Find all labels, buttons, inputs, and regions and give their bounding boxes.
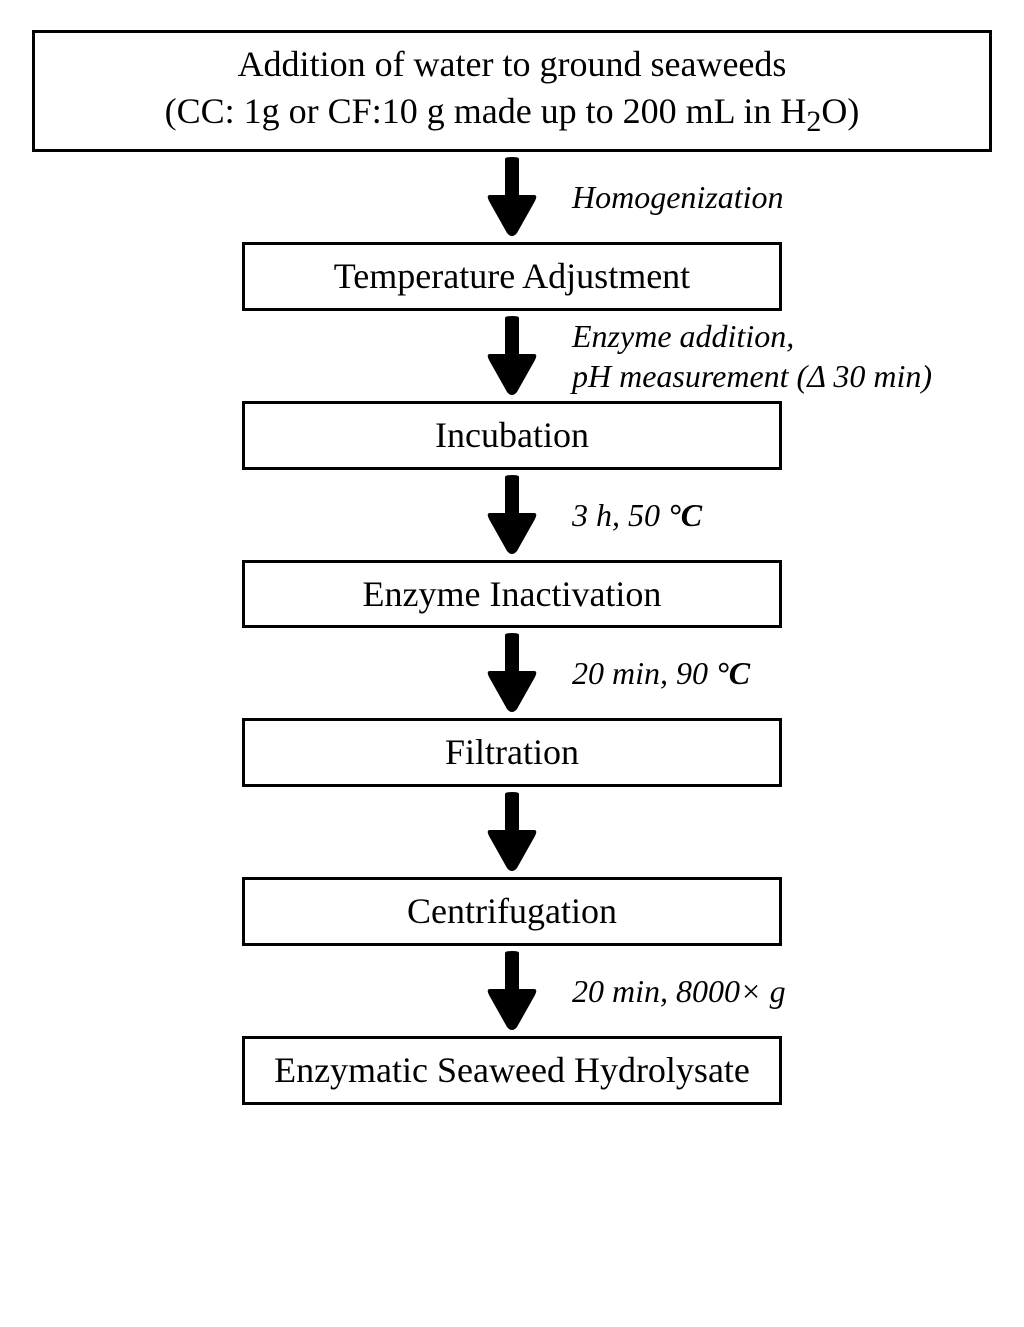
arrow-row-1: Homogenization [32, 152, 992, 242]
arrow-label-6: 20 min, 8000× g [572, 971, 786, 1011]
box-step2: Temperature Adjustment [242, 242, 782, 311]
arrow-down-icon [484, 633, 540, 713]
arrow-down-icon [484, 475, 540, 555]
arrow-label-1: Homogenization [572, 177, 784, 217]
arrow-down-icon [484, 157, 540, 237]
flowchart: Addition of water to ground seaweeds (CC… [0, 30, 1024, 1105]
box-step7: Enzymatic Seaweed Hydrolysate [242, 1036, 782, 1105]
box-step1: Addition of water to ground seaweeds (CC… [32, 30, 992, 152]
arrow-row-5 [32, 787, 992, 877]
arrow-row-6: 20 min, 8000× g [32, 946, 992, 1036]
step1-line2: (CC: 1g or CF:10 g made up to 200 mL in … [55, 88, 969, 141]
arrow4-pre: 20 min, 90 [572, 655, 716, 691]
arrow-row-2: Enzyme addition, pH measurement (Δ 30 mi… [32, 311, 992, 401]
arrow3-unit: °C [668, 497, 702, 533]
arrow4-unit: °C [716, 655, 750, 691]
box-step4: Enzyme Inactivation [242, 560, 782, 629]
arrow3-pre: 3 h, 50 [572, 497, 668, 533]
arrow-down-icon [484, 792, 540, 872]
arrow-label-4: 20 min, 90 °C [572, 653, 750, 693]
arrow-label-3: 3 h, 50 °C [572, 495, 702, 535]
step1-line1: Addition of water to ground seaweeds [55, 41, 969, 88]
arrow-row-4: 20 min, 90 °C [32, 628, 992, 718]
box-step6: Centrifugation [242, 877, 782, 946]
arrow-down-icon [484, 951, 540, 1031]
arrow-row-3: 3 h, 50 °C [32, 470, 992, 560]
box-step5: Filtration [242, 718, 782, 787]
arrow-down-icon [484, 316, 540, 396]
arrow-label-2: Enzyme addition, pH measurement (Δ 30 mi… [572, 316, 932, 396]
box-step3: Incubation [242, 401, 782, 470]
